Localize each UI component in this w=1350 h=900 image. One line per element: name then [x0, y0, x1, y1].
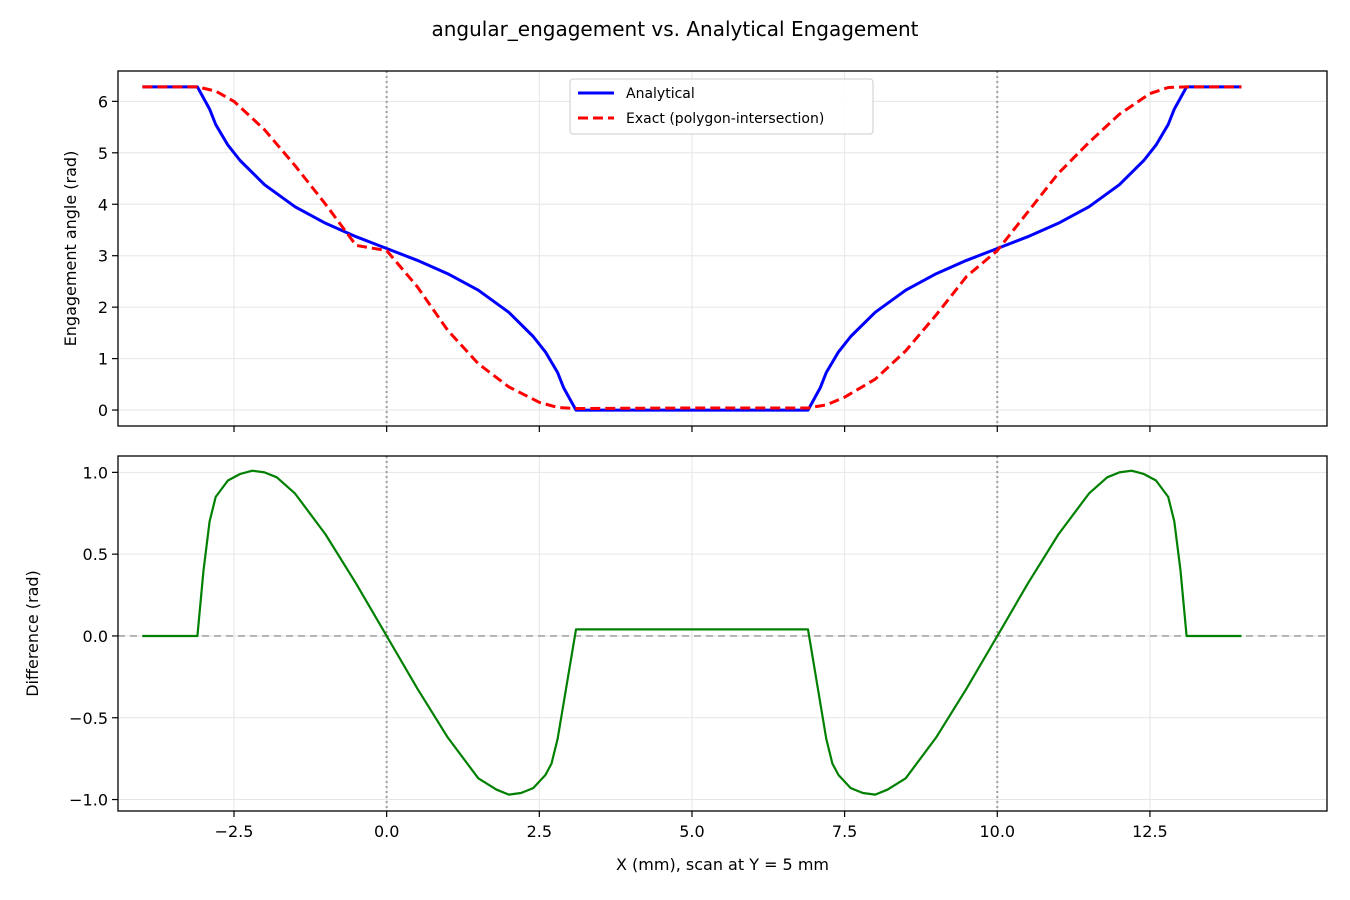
- x-tick-label: 2.5: [527, 822, 552, 841]
- legend-box: [569, 78, 874, 135]
- exact-line: [142, 85, 1242, 410]
- y-tick-label: −0.5: [69, 709, 108, 728]
- y-tick-label: 0.5: [83, 545, 108, 564]
- bottom-y-axis-label: Difference (rad): [23, 570, 42, 697]
- top-axes-frame: [117, 70, 1328, 427]
- y-tick-label: 0.0: [83, 627, 108, 646]
- y-tick-label: 1: [98, 350, 108, 369]
- y-tick-label: 0: [98, 401, 108, 420]
- y-tick-label: −1.0: [69, 791, 108, 810]
- y-tick-label: 1.0: [83, 463, 108, 482]
- top-ticks: 0 1 2 3 4 5 6: [98, 92, 1151, 432]
- bottom-series-group: [142, 469, 1242, 796]
- legend-label-exact: Exact (polygon-intersection): [626, 111, 824, 127]
- bottom-panel: −2.5 0.0 2.5 5.0 7.5 10.0 12.5 −1.0 −0.5 0.0 0.5 1.…: [23, 455, 1328, 874]
- y-tick-label: 2: [98, 298, 108, 317]
- bottom-ticks: −2.5 0.0 2.5 5.0 7.5 10.0 12.5 −1.0 −0.5 0.0 0.5 1.…: [69, 463, 1168, 841]
- y-tick-label: 4: [98, 195, 108, 214]
- top-y-axis-label: Engagement angle (rad): [61, 151, 80, 347]
- x-tick-label: 7.5: [832, 822, 857, 841]
- x-tick-label: 5.0: [679, 822, 704, 841]
- figure-title: angular_engagement vs. Analytical Engage…: [431, 17, 918, 41]
- legend: Analytical Exact (polygon-intersection): [569, 78, 874, 135]
- bottom-grid: [118, 456, 1327, 811]
- y-tick-label: 3: [98, 247, 108, 266]
- bottom-reference-lines: [118, 456, 1327, 811]
- x-tick-label: −2.5: [215, 822, 254, 841]
- x-axis-label: X (mm), scan at Y = 5 mm: [616, 855, 829, 874]
- y-tick-label: 5: [98, 144, 108, 163]
- x-tick-label: 0.0: [374, 822, 399, 841]
- y-tick-label: 6: [98, 92, 108, 111]
- difference-line: [142, 469, 1242, 796]
- analytical-line: [142, 85, 1242, 412]
- top-series-group: [142, 85, 1242, 412]
- top-reference-lines: [385, 71, 999, 426]
- legend-label-analytical: Analytical: [626, 86, 695, 102]
- x-tick-label: 12.5: [1132, 822, 1168, 841]
- top-panel: 0 1 2 3 4 5 6 Engagement angle (rad) Analytica…: [61, 70, 1328, 432]
- x-tick-label: 10.0: [979, 822, 1015, 841]
- bottom-axes-frame: [117, 455, 1328, 812]
